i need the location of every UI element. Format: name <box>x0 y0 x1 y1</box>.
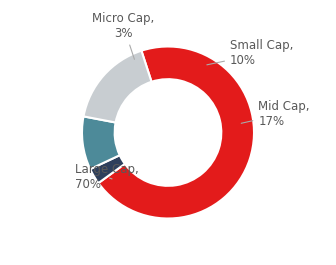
Text: Mid Cap,
17%: Mid Cap, 17% <box>241 100 310 127</box>
Text: Large Cap,
70%: Large Cap, 70% <box>75 163 139 191</box>
Wedge shape <box>98 46 254 219</box>
Text: Small Cap,
10%: Small Cap, 10% <box>207 39 293 67</box>
Text: Micro Cap,
3%: Micro Cap, 3% <box>92 12 155 59</box>
Wedge shape <box>84 51 152 122</box>
Wedge shape <box>90 155 125 183</box>
Wedge shape <box>82 116 120 169</box>
